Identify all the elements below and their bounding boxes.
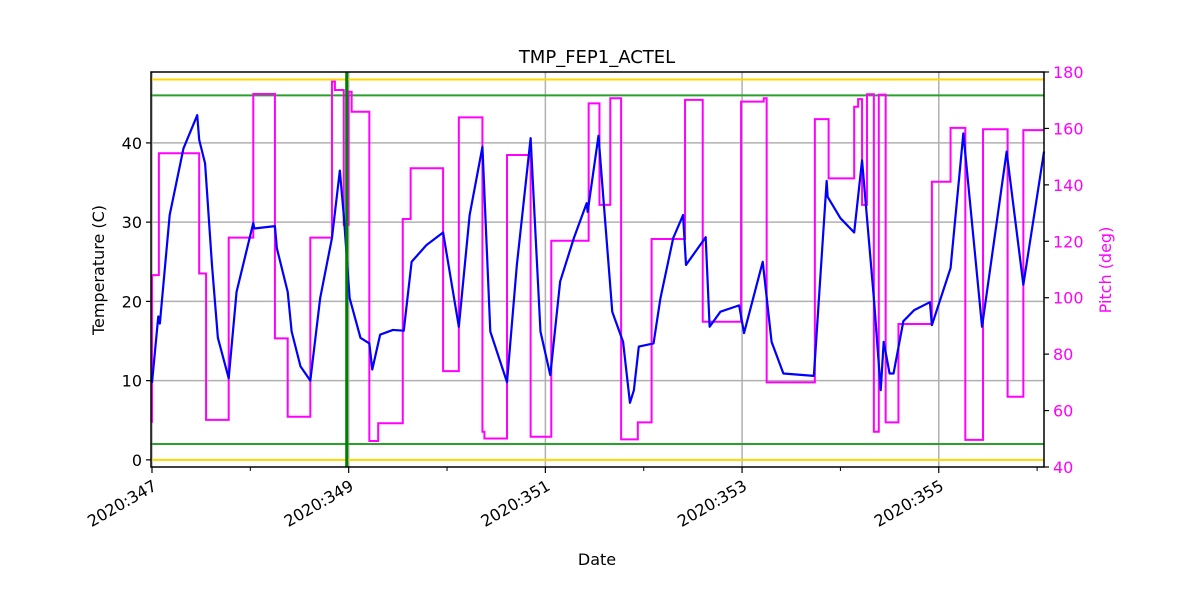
pitch-series-line xyxy=(150,80,1044,443)
limit-lines xyxy=(151,78,1044,461)
x-axis-label: Date xyxy=(578,550,616,569)
chart-title: TMP_FEP1_ACTEL xyxy=(518,47,675,68)
y-right-tick-label: 60 xyxy=(1053,402,1073,421)
y-tick-label: 30 xyxy=(122,213,142,232)
temperature-series-line xyxy=(150,114,1046,404)
y-right-tick-label: 140 xyxy=(1053,176,1084,195)
y-right-tick-label: 120 xyxy=(1053,232,1084,251)
y-right-axis-label: Pitch (deg) xyxy=(1096,227,1115,314)
plot-frame xyxy=(150,71,1045,468)
y-axis-label: Temperature (C) xyxy=(89,205,108,336)
series-group xyxy=(150,80,1046,443)
y-tick-label: 20 xyxy=(122,292,142,311)
y-right-tick-label: 180 xyxy=(1053,63,1084,82)
y-right-tick-label: 40 xyxy=(1053,458,1073,477)
y-tick-label: 0 xyxy=(132,451,142,470)
y-tick-label: 40 xyxy=(122,134,142,153)
y-tick-label: 10 xyxy=(122,372,142,391)
y-right-tick-label: 100 xyxy=(1053,289,1084,308)
y-right-tick-label: 160 xyxy=(1053,119,1084,138)
y-right-tick-label: 80 xyxy=(1053,345,1073,364)
